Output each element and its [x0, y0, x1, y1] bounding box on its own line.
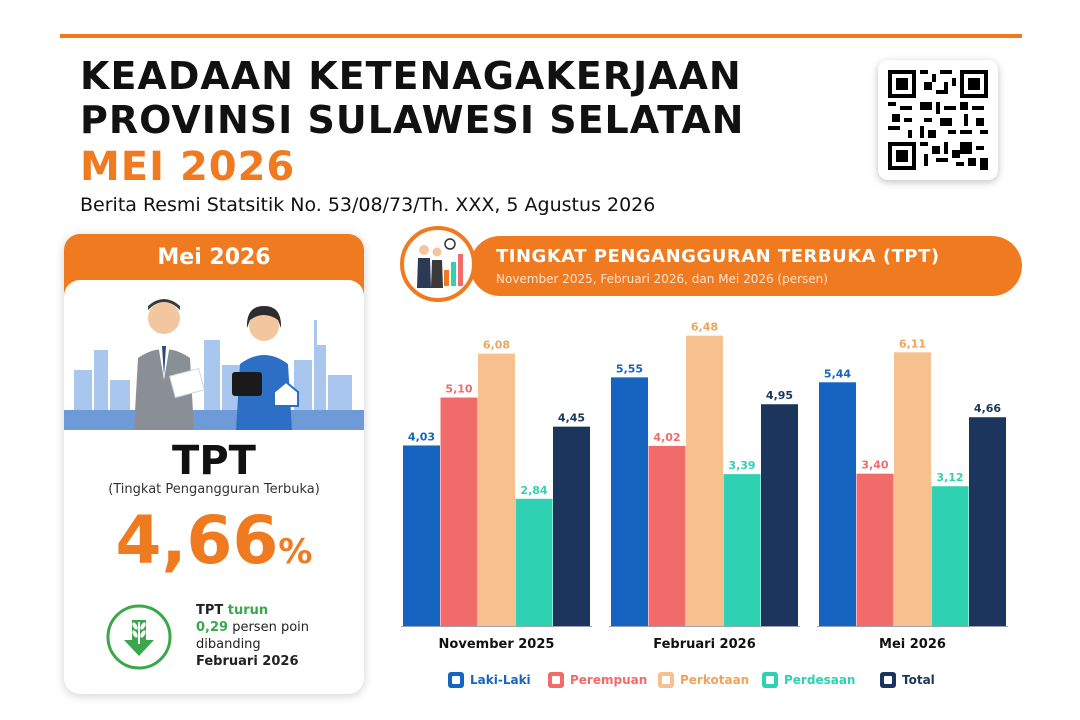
top-rule — [60, 34, 1022, 38]
legend-item-total: Total — [880, 670, 940, 690]
bar-perempuan-2 — [648, 445, 686, 626]
data-label: 3,39 — [728, 459, 755, 472]
legend-label: Perempuan — [570, 673, 648, 687]
change-unit: persen poin — [228, 620, 310, 635]
bar-perkotaan-2 — [686, 335, 723, 626]
legend-item-laki-laki: Laki-Laki — [448, 670, 548, 690]
bar-perdesaan-3 — [931, 486, 969, 626]
data-label: 4,03 — [408, 430, 435, 443]
change-period: Februari 2026 — [196, 654, 299, 669]
businesswoman-figure — [232, 306, 299, 430]
business-people-illustration — [64, 280, 364, 430]
tpt-full-name: (Tingkat Pengangguran Terbuka) — [108, 482, 320, 497]
tpt-value: 4,66% — [64, 502, 364, 579]
bar-laki-laki-3 — [819, 382, 856, 626]
businessman-figure — [134, 299, 205, 430]
bar-laki-laki-2 — [611, 377, 648, 626]
category-label: Mei 2026 — [879, 637, 946, 652]
bar-perempuan-1 — [440, 397, 478, 626]
qr-code-icon[interactable] — [878, 60, 998, 180]
bar-perkotaan-1 — [478, 353, 515, 626]
change-prefix: TPT — [196, 603, 228, 618]
data-label: 4,02 — [653, 431, 680, 444]
release-subtitle: Berita Resmi Statsitik No. 53/08/73/Th. … — [80, 194, 656, 216]
title-period: MEI 2026 — [80, 144, 296, 190]
title-line-2: PROVINSI SULAWESI SELATAN — [80, 98, 745, 142]
data-label: 5,55 — [616, 362, 643, 375]
data-label: 5,10 — [445, 383, 472, 396]
data-label: 4,66 — [974, 402, 1001, 415]
tpt-change-text: TPT turun 0,29 persen poin dibanding Feb… — [196, 602, 356, 670]
category-label: Februari 2026 — [653, 637, 756, 652]
bar-laki-laki-1 — [403, 445, 440, 626]
bar-perkotaan-3 — [894, 352, 931, 626]
data-label: 4,95 — [766, 389, 793, 402]
data-label: 6,08 — [483, 339, 510, 352]
bar-perdesaan-2 — [723, 474, 761, 626]
chart-subtitle: November 2025, Februari 2026, dan Mei 20… — [496, 272, 828, 286]
legend-swatch — [448, 672, 464, 688]
bar-perempuan-3 — [856, 473, 894, 626]
chart-legend: Laki-Laki Perempuan Perkotaan Perdesaan Tota… — [448, 670, 940, 690]
change-direction: turun — [227, 603, 269, 618]
legend-swatch — [548, 672, 564, 688]
legend-item-perkotaan: Perkotaan — [658, 670, 762, 690]
legend-item-perdesaan: Perdesaan — [762, 670, 880, 690]
title-line-1: KEADAAN KETENAGAKERJAAN — [80, 54, 742, 98]
bar-total-2 — [761, 404, 798, 626]
chart-header-pill — [470, 236, 1022, 296]
bar-perdesaan-1 — [515, 498, 553, 626]
data-label: 5,44 — [824, 367, 851, 380]
data-label: 3,40 — [861, 459, 888, 472]
business-people-chart-icon — [400, 226, 476, 302]
legend-item-perempuan: Perempuan — [548, 670, 658, 690]
data-label: 6,48 — [691, 321, 718, 334]
data-label: 6,11 — [899, 337, 926, 350]
legend-label: Perkotaan — [680, 673, 750, 687]
tpt-abbr: TPT — [172, 438, 256, 484]
legend-swatch — [880, 672, 896, 688]
data-label: 4,45 — [558, 412, 585, 425]
change-compare: dibanding — [196, 637, 261, 652]
data-label: 2,84 — [520, 484, 547, 497]
data-label: 3,12 — [936, 471, 963, 484]
legend-label: Laki-Laki — [470, 673, 531, 687]
legend-swatch — [762, 672, 778, 688]
legend-swatch — [658, 672, 674, 688]
legend-label: Perdesaan — [784, 673, 856, 687]
category-label: November 2025 — [439, 637, 555, 652]
bar-total-3 — [969, 417, 1006, 626]
tpt-summary-card: Mei 2026 — [64, 234, 364, 694]
change-value: 0,29 — [196, 620, 229, 635]
bar-total-1 — [553, 426, 590, 626]
chart-title: TINGKAT PENGANGGURAN TERBUKA (TPT) — [496, 246, 940, 267]
down-arrow-wheat-icon — [106, 604, 172, 670]
tpt-bar-chart: 4,03 5,10 6,08 2,84 4,45 November 2025 5,55 4,0… — [401, 321, 1008, 652]
legend-label: Total — [902, 673, 935, 687]
tpt-unit: % — [278, 532, 313, 572]
tpt-number: 4,66 — [115, 502, 279, 579]
